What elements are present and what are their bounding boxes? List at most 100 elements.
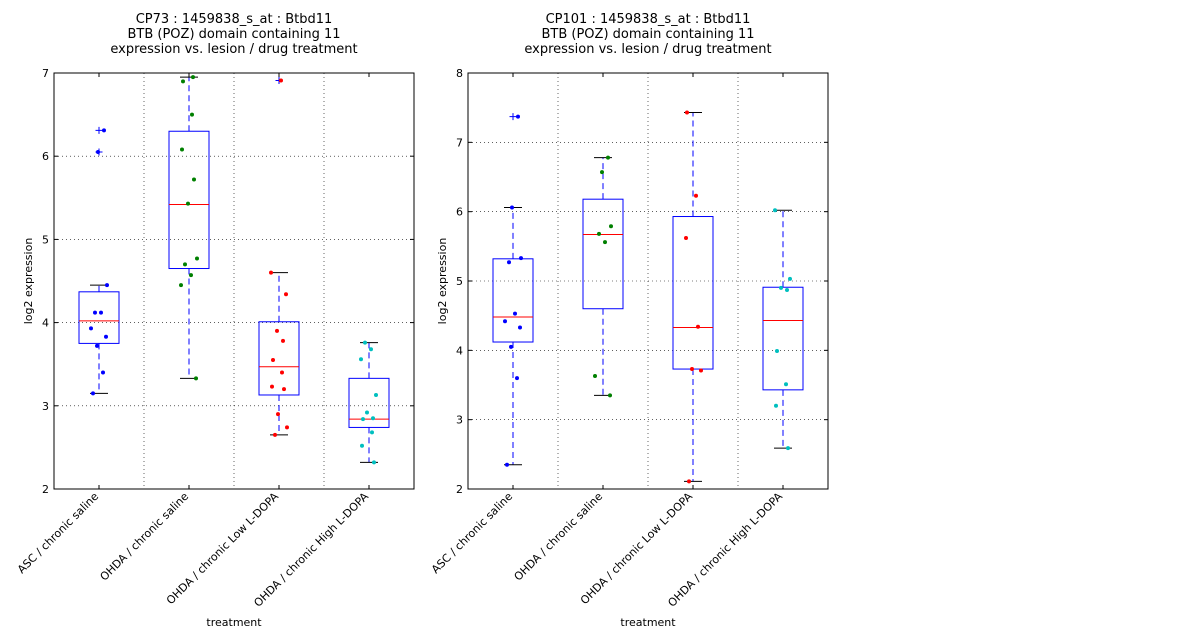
data-point	[91, 391, 95, 396]
x-category-label: OHDA / chronic saline	[98, 490, 192, 584]
data-point	[516, 114, 520, 119]
data-point	[102, 128, 106, 133]
y-tick-label: 4	[42, 317, 49, 330]
y-tick-label: 6	[456, 206, 463, 219]
data-point	[284, 292, 288, 297]
data-point	[509, 344, 513, 349]
data-point	[515, 376, 519, 381]
data-point	[786, 446, 790, 451]
x-category-label: OHDA / chronic saline	[512, 490, 606, 584]
data-point	[694, 193, 698, 198]
y-tick-label: 5	[42, 233, 49, 246]
x-category-label: ASC / chronic saline	[15, 490, 101, 576]
y-tick-label: 5	[456, 275, 463, 288]
data-point	[105, 283, 109, 288]
y-tick-label: 3	[456, 414, 463, 427]
data-point	[608, 393, 612, 398]
y-tick-label: 3	[42, 400, 49, 413]
data-point	[191, 75, 195, 80]
data-point	[186, 201, 190, 206]
chart-title-line: CP101 : 1459838_s_at : Btbd11	[546, 12, 751, 27]
data-point	[104, 334, 108, 339]
data-point	[271, 358, 275, 363]
data-point	[699, 368, 703, 373]
data-point	[183, 262, 187, 267]
y-axis-label: log2 expression	[22, 238, 35, 325]
data-point	[690, 367, 694, 372]
data-point	[519, 256, 523, 261]
data-point	[773, 208, 777, 213]
data-point	[93, 310, 97, 315]
data-point	[285, 425, 289, 430]
x-category-label: ASC / chronic saline	[429, 490, 515, 576]
y-tick-label: 4	[456, 344, 463, 357]
data-point	[194, 376, 198, 381]
data-point	[273, 432, 277, 437]
x-axis-label: treatment	[206, 616, 262, 629]
y-tick-label: 7	[42, 67, 49, 80]
data-point	[361, 417, 365, 422]
data-point	[95, 343, 99, 348]
data-point	[270, 384, 274, 389]
data-point	[282, 387, 286, 392]
data-point	[359, 357, 363, 362]
data-point	[597, 231, 601, 236]
data-point	[365, 410, 369, 415]
y-tick-label: 2	[42, 483, 49, 496]
box-iqr	[258, 321, 300, 396]
y-tick-label: 6	[42, 150, 49, 163]
data-point	[99, 310, 103, 315]
data-point	[363, 340, 367, 345]
data-point	[374, 392, 378, 397]
data-point	[784, 382, 788, 387]
box-iqr	[672, 216, 714, 370]
data-point	[609, 224, 613, 229]
data-point	[696, 324, 700, 329]
data-point	[276, 412, 280, 417]
chart-title-line: BTB (POZ) domain containing 11	[127, 27, 340, 42]
outlier-marker	[95, 126, 103, 134]
data-point	[687, 479, 691, 484]
data-point	[684, 236, 688, 241]
data-point	[269, 270, 273, 275]
data-point	[180, 147, 184, 152]
data-point	[179, 283, 183, 288]
box-iqr	[492, 258, 534, 343]
data-point	[190, 112, 194, 117]
data-point	[518, 325, 522, 330]
x-axis-label: treatment	[620, 616, 676, 629]
data-point	[503, 319, 507, 324]
data-point	[189, 273, 193, 278]
data-point	[600, 170, 604, 175]
data-point	[774, 403, 778, 408]
data-point	[593, 373, 597, 378]
data-point	[371, 416, 375, 421]
chart-title-line: expression vs. lesion / drug treatment	[110, 42, 357, 57]
data-point	[603, 240, 607, 245]
y-tick-label: 7	[456, 136, 463, 149]
data-point	[510, 205, 514, 210]
data-point	[775, 349, 779, 354]
data-point	[195, 256, 199, 261]
data-point	[513, 311, 517, 316]
data-point	[181, 79, 185, 84]
box-iqr	[762, 286, 804, 391]
data-point	[360, 443, 364, 448]
chart-title-line: CP73 : 1459838_s_at : Btbd11	[136, 12, 333, 27]
data-point	[370, 430, 374, 435]
data-point	[279, 78, 283, 83]
box-iqr	[582, 198, 624, 310]
data-point	[372, 460, 376, 465]
data-point	[606, 155, 610, 160]
box-iqr	[348, 377, 390, 428]
data-point	[507, 260, 511, 265]
data-point	[779, 285, 783, 290]
box-iqr	[168, 130, 210, 270]
outlier-marker	[509, 113, 517, 121]
data-point	[281, 338, 285, 343]
data-point	[785, 288, 789, 293]
chart-title-line: expression vs. lesion / drug treatment	[524, 42, 771, 57]
